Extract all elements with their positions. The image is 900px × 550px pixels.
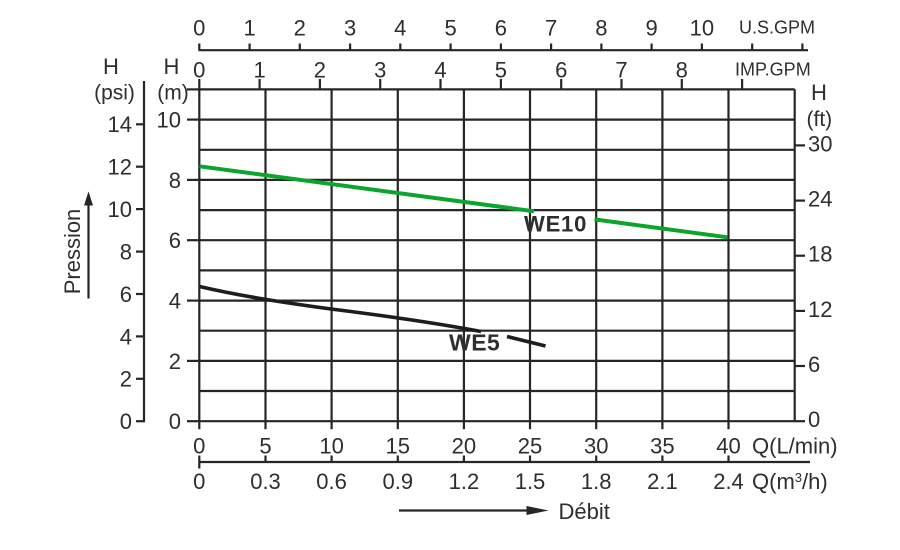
- svg-text:24: 24: [808, 187, 832, 212]
- svg-text:Q(m3/h): Q(m3/h): [752, 469, 828, 494]
- svg-text:14: 14: [108, 112, 132, 137]
- svg-text:2.4: 2.4: [713, 469, 744, 494]
- svg-text:10: 10: [157, 108, 181, 133]
- svg-text:3: 3: [344, 15, 356, 40]
- svg-text:4: 4: [394, 15, 406, 40]
- svg-text:1: 1: [253, 57, 265, 82]
- svg-text:2: 2: [314, 57, 326, 82]
- svg-text:7: 7: [615, 57, 627, 82]
- svg-text:H: H: [811, 80, 827, 105]
- svg-text:30: 30: [808, 131, 832, 156]
- svg-text:6: 6: [808, 352, 820, 377]
- svg-text:2: 2: [294, 15, 306, 40]
- svg-text:Q(L/min): Q(L/min): [752, 433, 838, 458]
- svg-text:(m): (m): [157, 82, 188, 105]
- svg-text:6: 6: [169, 228, 181, 253]
- svg-text:6: 6: [495, 15, 507, 40]
- svg-text:6: 6: [555, 57, 567, 82]
- svg-text:2: 2: [120, 367, 132, 392]
- svg-text:0.6: 0.6: [316, 469, 347, 494]
- svg-text:15: 15: [386, 433, 410, 458]
- svg-text:(ft): (ft): [807, 108, 833, 131]
- svg-text:40: 40: [716, 433, 740, 458]
- svg-text:WE10: WE10: [524, 212, 587, 237]
- svg-text:1.5: 1.5: [515, 469, 546, 494]
- svg-text:1.2: 1.2: [449, 469, 480, 494]
- svg-text:30: 30: [584, 433, 608, 458]
- svg-text:IMP.GPM: IMP.GPM: [735, 60, 811, 80]
- svg-text:WE5: WE5: [449, 330, 500, 356]
- svg-text:0.3: 0.3: [250, 469, 281, 494]
- svg-text:8: 8: [120, 240, 132, 265]
- svg-text:0: 0: [193, 433, 205, 458]
- svg-text:1: 1: [243, 15, 255, 40]
- svg-text:2: 2: [169, 349, 181, 374]
- svg-text:0: 0: [169, 409, 181, 434]
- svg-text:0: 0: [193, 57, 205, 82]
- svg-text:9: 9: [645, 15, 657, 40]
- svg-text:3: 3: [374, 57, 386, 82]
- svg-text:0: 0: [193, 15, 205, 40]
- svg-text:8: 8: [169, 168, 181, 193]
- svg-text:10: 10: [690, 15, 714, 40]
- svg-text:0.9: 0.9: [383, 469, 414, 494]
- svg-text:1.8: 1.8: [581, 469, 612, 494]
- svg-text:Débit: Débit: [559, 499, 610, 524]
- svg-text:20: 20: [452, 433, 476, 458]
- svg-text:0: 0: [808, 407, 820, 432]
- svg-text:5: 5: [495, 57, 507, 82]
- svg-text:7: 7: [545, 15, 557, 40]
- svg-text:12: 12: [108, 155, 132, 180]
- svg-text:5: 5: [259, 433, 271, 458]
- svg-text:H: H: [103, 54, 119, 79]
- svg-text:4: 4: [434, 57, 446, 82]
- svg-text:8: 8: [676, 57, 688, 82]
- svg-text:U.S.GPM: U.S.GPM: [739, 18, 815, 38]
- svg-text:5: 5: [444, 15, 456, 40]
- svg-text:H: H: [164, 54, 180, 79]
- svg-text:(psi): (psi): [94, 82, 135, 105]
- svg-text:6: 6: [120, 282, 132, 307]
- svg-text:10: 10: [319, 433, 343, 458]
- svg-text:2.1: 2.1: [647, 469, 678, 494]
- svg-text:18: 18: [808, 242, 832, 267]
- svg-text:Pression: Pression: [60, 209, 85, 295]
- svg-text:4: 4: [120, 324, 132, 349]
- svg-text:25: 25: [518, 433, 542, 458]
- svg-text:10: 10: [108, 197, 132, 222]
- svg-text:8: 8: [595, 15, 607, 40]
- svg-text:0: 0: [120, 409, 132, 434]
- svg-text:35: 35: [650, 433, 674, 458]
- svg-text:0: 0: [193, 469, 205, 494]
- svg-text:4: 4: [169, 289, 181, 314]
- svg-text:12: 12: [808, 297, 832, 322]
